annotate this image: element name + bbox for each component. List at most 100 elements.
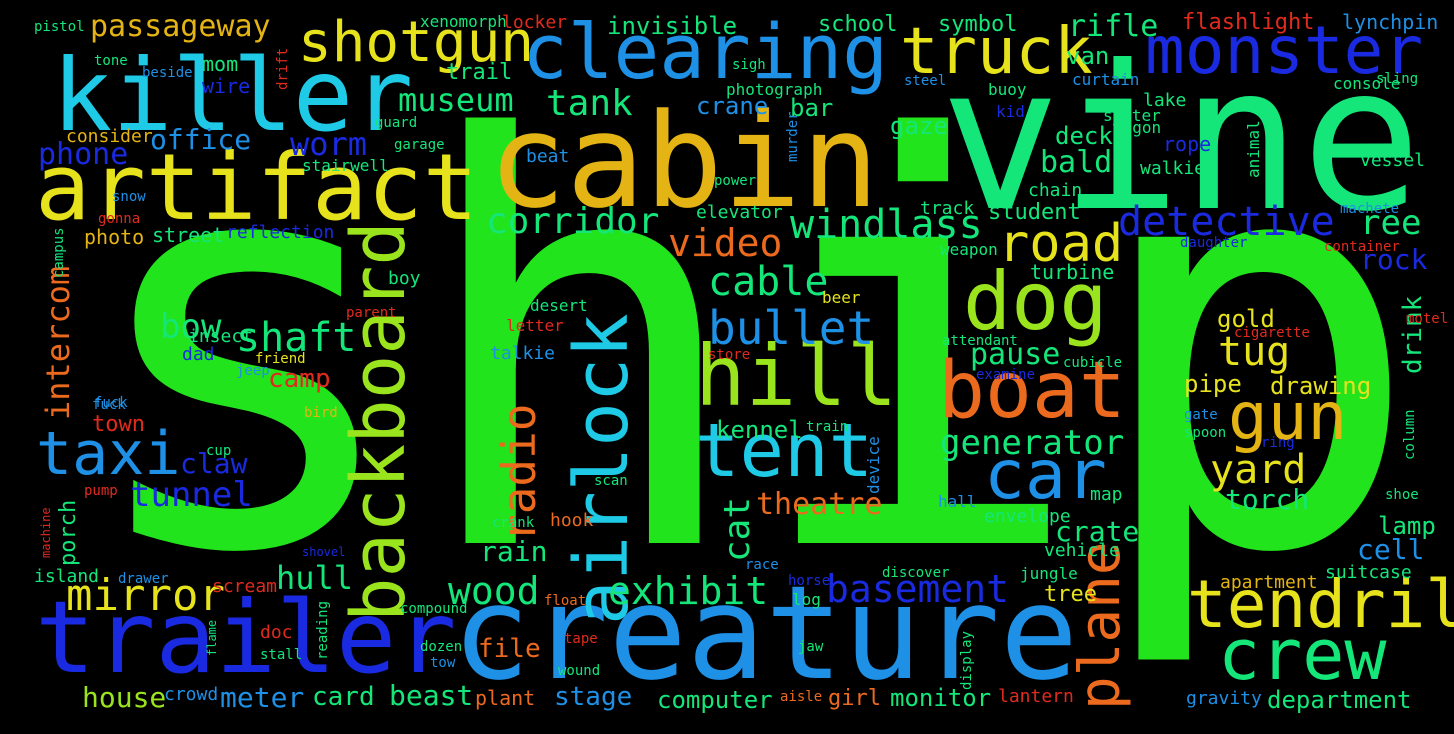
word-consider: consider	[66, 126, 153, 147]
word-dog: dog	[963, 255, 1108, 348]
word-shoe: shoe	[1385, 487, 1419, 503]
word-clearing: clearing	[522, 7, 889, 96]
word-cup: cup	[206, 443, 232, 459]
word-ring: ring	[1261, 435, 1295, 451]
word-house: house	[82, 681, 167, 714]
word-shotgun: shotgun	[298, 10, 535, 75]
word-hull: hull	[276, 559, 354, 597]
word-creature: creature	[452, 557, 1079, 709]
word-car: car	[984, 436, 1107, 515]
word-cell: cell	[1357, 533, 1425, 566]
word-camp: camp	[268, 364, 331, 394]
word-museum: museum	[398, 81, 514, 119]
word-student: student	[988, 200, 1081, 225]
word-flashlight: flashlight	[1182, 10, 1315, 35]
word-container: container	[1324, 239, 1400, 255]
word-lake: lake	[1143, 90, 1187, 111]
word-tendril: tendril	[1187, 566, 1454, 643]
word-phone: phone	[38, 137, 129, 172]
word-windlass: windlass	[790, 202, 983, 248]
word-column: column	[1402, 409, 1418, 460]
word-curtain: curtain	[1072, 70, 1140, 89]
word-stage: stage	[554, 682, 633, 712]
word-file: file	[478, 634, 541, 664]
word-jaw: jaw	[798, 639, 824, 655]
word-track: track	[920, 198, 975, 219]
word-tank: tank	[546, 83, 633, 124]
word-log: log	[792, 590, 821, 609]
word-elevator: elevator	[696, 202, 783, 223]
word-stairwell: stairwell	[302, 156, 389, 175]
word-murder: murder	[785, 111, 801, 162]
word-turbine: turbine	[1030, 260, 1115, 284]
word-gold: gold	[1217, 305, 1275, 333]
word-apartment: apartment	[1220, 572, 1318, 593]
word-trailer: trailer	[35, 579, 457, 696]
word-xenomorph: xenomorph	[420, 12, 507, 31]
word-kennel: kennel	[716, 416, 803, 444]
word-dad: dad	[182, 344, 215, 365]
word-truck: truck	[900, 15, 1093, 89]
word-office: office	[150, 123, 252, 156]
word-lamp: lamp	[1378, 512, 1436, 540]
word-beer: beer	[822, 288, 861, 307]
word-street: street	[152, 223, 225, 247]
word-doc: doc	[260, 622, 293, 643]
word-bird: bird	[304, 405, 338, 421]
word-reading: reading	[315, 600, 331, 660]
word-chain: chain	[1028, 180, 1083, 201]
word-cubicle: cubicle	[1063, 355, 1123, 371]
word-vehicle: vehicle	[1044, 540, 1120, 561]
word-examine: examine	[976, 367, 1036, 383]
word-compound: compound	[400, 601, 468, 617]
word-rain: rain	[480, 535, 548, 568]
word-store: store	[708, 347, 751, 363]
word-artifact: artifact	[35, 134, 479, 241]
word-campus: campus	[51, 227, 67, 278]
word-tape: tape	[564, 631, 598, 647]
word-wagon: wagon	[1113, 118, 1162, 137]
word-hall: hall	[938, 492, 977, 511]
word-lynchpin: lynchpin	[1342, 10, 1439, 34]
word-torch: torch	[1225, 483, 1310, 516]
word-power: power	[714, 173, 757, 189]
word-symbol: symbol	[938, 12, 1018, 37]
word-card: card	[312, 682, 375, 712]
word-tow: tow	[430, 655, 456, 671]
word-taxi: taxi	[36, 419, 181, 489]
word-cat: cat	[717, 496, 758, 562]
word-kid: kid	[996, 102, 1025, 121]
word-steel: steel	[904, 73, 947, 89]
word-fuck: fuck	[94, 395, 128, 411]
word-pause: pause	[970, 337, 1061, 372]
word-corridor: corridor	[486, 201, 660, 242]
word-photo: photo	[84, 225, 145, 249]
word-map: map	[1090, 484, 1123, 505]
word-plant: plant	[475, 686, 536, 710]
word-letter: letter	[506, 316, 564, 335]
word-guard: guard	[375, 115, 418, 131]
word-worm: worm	[290, 125, 368, 163]
word-talkie: talkie	[490, 343, 556, 364]
word-gate: gate	[1184, 407, 1218, 423]
word-jeep: jeep	[236, 363, 270, 379]
word-killer: killer	[52, 37, 414, 154]
word-bar: bar	[790, 94, 834, 122]
word-school: school	[818, 12, 898, 37]
word-fuck: fuck	[92, 397, 126, 413]
word-gaze: gaze	[890, 112, 948, 140]
word-machete: machete	[1340, 201, 1400, 217]
word-vine: vine	[940, 23, 1422, 256]
word-beat: beat	[526, 146, 570, 167]
word-weapon: weapon	[940, 240, 998, 259]
word-boat: boat	[938, 346, 1126, 436]
word-van: van	[1066, 42, 1110, 70]
word-display: display	[959, 630, 975, 690]
word-sigh: sigh	[732, 57, 766, 73]
word-scream: scream	[212, 576, 278, 597]
word-hook: hook	[550, 510, 594, 531]
word-motel: motel	[1406, 311, 1449, 327]
word-rifle: rifle	[1068, 9, 1159, 44]
word-beast: beast	[389, 679, 474, 712]
word-garage: garage	[394, 137, 445, 153]
